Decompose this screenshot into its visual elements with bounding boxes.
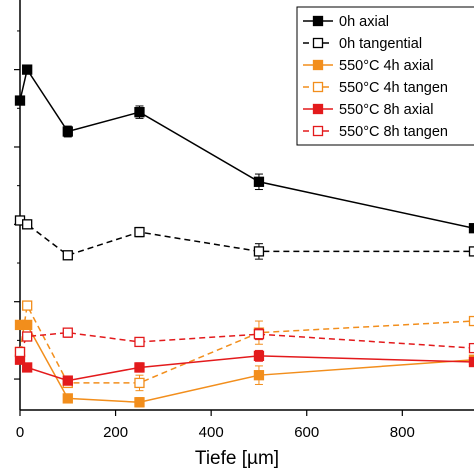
axes: 0 200 400 600 800 [14,0,474,441]
data-point [253,176,265,187]
x-tick-label: 0 [16,424,24,441]
legend-marker [312,81,324,93]
series [14,64,474,234]
x-tick-label: 600 [294,424,319,441]
data-point [468,223,474,234]
data-point [22,362,33,373]
data-point [468,246,474,257]
data-point [14,346,26,358]
legend-box [296,6,474,146]
legend-label: 550°C 8h tangen [339,124,448,140]
data-point [62,375,73,386]
legend-label: 0h tangential [339,36,422,52]
data-point [253,246,265,257]
data-point [134,107,145,118]
data-point [62,250,73,261]
series-line [19,331,474,353]
data-point [134,362,145,373]
data-point [253,370,265,381]
x-tick-label: 200 [103,424,128,441]
x-axis-label: Tiefe [µm] [194,448,280,469]
data-point [62,327,73,338]
legend-marker [312,59,324,71]
data-point [134,377,145,389]
series-line [19,219,474,257]
series-line [20,324,474,404]
series-line [19,67,474,229]
data-point [468,342,474,354]
legend-marker [312,103,324,115]
legend-marker [312,15,324,27]
data-point [62,126,73,137]
data-point [468,356,474,368]
series-line [19,355,474,382]
legend-marker [312,125,324,137]
data-point [253,350,265,361]
data-point [134,397,145,408]
data-point [14,95,26,106]
series [14,319,474,408]
series [14,327,474,358]
legend-label: 0h axial [339,14,389,30]
x-tick-label: 800 [390,424,415,441]
data-point [468,315,474,327]
legend-label: 550°C 4h axial [339,58,433,74]
x-tick-label: 400 [199,424,224,441]
data-point [22,64,33,75]
legend-marker [312,37,324,49]
data-point [134,226,145,238]
legend-label: 550°C 8h axial [339,102,433,118]
legend-label: 550°C 4h tangen [339,80,448,96]
data-point [22,300,33,311]
series-layer [14,64,474,408]
data-point [22,219,33,230]
data-point [22,319,33,331]
data-point [253,329,265,340]
data-point [134,336,145,348]
series-line [19,303,474,384]
series [14,215,474,261]
data-point [62,393,73,404]
legend: 0h axial 0h tangential 550°C 4h axial 550°C… [296,6,474,146]
data-point [22,331,33,342]
series [14,349,474,386]
